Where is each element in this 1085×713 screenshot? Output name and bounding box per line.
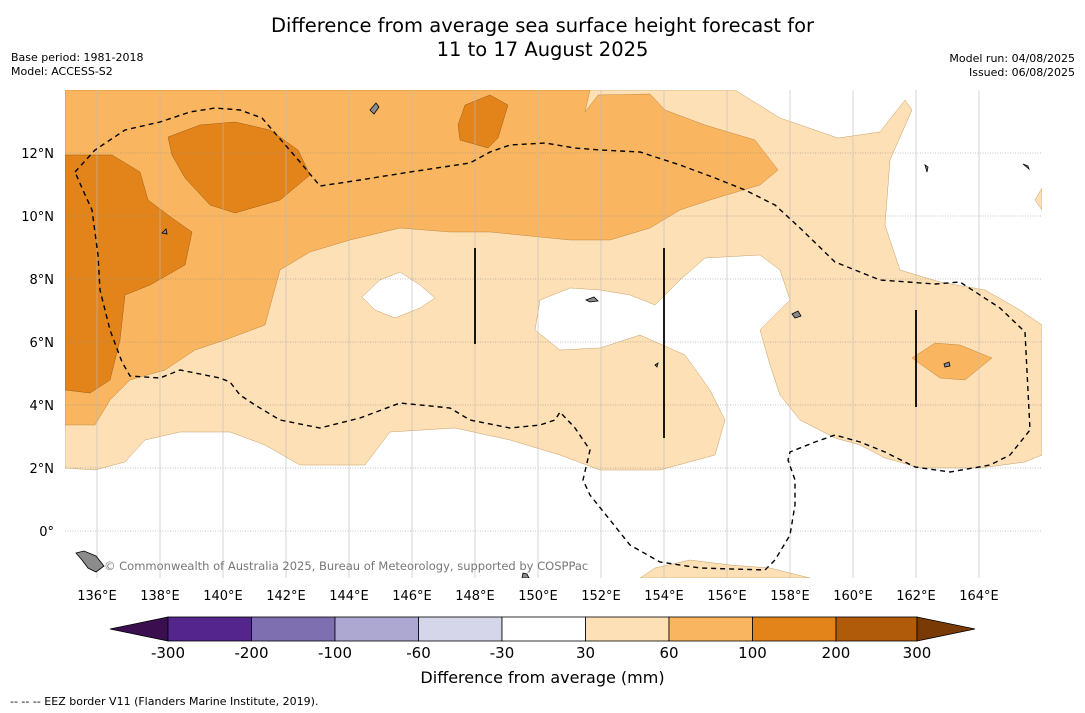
anomaly-region-100-200-small [457, 94, 509, 149]
anomaly-region-30-60-east [1034, 187, 1042, 211]
colorbar-label: -300 [150, 644, 186, 662]
colorbar-label: 100 [738, 644, 767, 662]
title-line-1: Difference from average sea surface heig… [270, 14, 815, 37]
colorbar-segment [334, 616, 419, 642]
colorbar-extend-low [109, 616, 169, 642]
lon-label: 138°E [140, 589, 180, 604]
lon-label: 144°E [329, 589, 369, 604]
colorbar-label: -60 [406, 644, 431, 662]
meta-right: Model run: 04/08/2025 Issued: 06/08/2025 [949, 52, 1075, 80]
colorbar-label: 60 [659, 644, 679, 662]
lon-label: 164°E [959, 589, 999, 604]
lon-label: 158°E [770, 589, 810, 604]
latitude-labels: 12°N 10°N 8°N 6°N 4°N 2°N 0° [21, 147, 54, 540]
lat-label: 10°N [21, 210, 54, 225]
lat-label: 0° [39, 525, 54, 540]
map-title: Difference from average sea surface heig… [0, 14, 1085, 62]
eez-footnote: -- -- -- EEZ border V11 (Flanders Marine… [10, 695, 319, 708]
lon-label: 150°E [518, 589, 558, 604]
colorbar-segment [668, 616, 753, 642]
colorbar-label: -30 [489, 644, 515, 662]
lon-label: 136°E [77, 589, 117, 604]
issued-date: Issued: 06/08/2025 [968, 66, 1075, 79]
lon-label: 160°E [833, 589, 873, 604]
base-period: Base period: 1981-2018 [11, 51, 144, 64]
colorbar-label: 30 [575, 644, 596, 662]
colorbar-segment [251, 616, 336, 642]
colorbar-segment [585, 616, 670, 642]
colorbar-title: Difference from average (mm) [420, 668, 665, 687]
lon-label: 154°E [644, 589, 684, 604]
colorbar-label: -200 [234, 644, 269, 662]
meta-left: Base period: 1981-2018 Model: ACCESS-S2 [11, 51, 143, 79]
colorbar-label: 300 [902, 644, 932, 662]
lon-label: 146°E [392, 589, 432, 604]
lon-label: 142°E [266, 589, 306, 604]
gridlines [65, 90, 1042, 578]
lat-label: 6°N [30, 336, 55, 351]
islands [75, 102, 1030, 578]
lon-label: 156°E [707, 589, 747, 604]
colorbar-label: 200 [821, 644, 851, 662]
copyright-text: © Commonwealth of Australia 2025, Bureau… [104, 559, 588, 573]
model-name: Model: ACCESS-S2 [11, 65, 113, 78]
longitude-labels: 136°E 138°E 140°E 142°E 144°E 146°E 148°… [77, 589, 999, 604]
lat-label: 2°N [30, 462, 55, 477]
neutral-hole-west [361, 271, 436, 319]
forecast-markers [474, 248, 917, 438]
anomaly-region-100-200-north [167, 121, 311, 214]
lat-label: 4°N [30, 399, 55, 414]
colorbar-extend-high [916, 616, 976, 642]
anomaly-region-60-100-east [911, 342, 993, 381]
colorbar [109, 616, 976, 642]
colorbar-label: -100 [317, 644, 353, 662]
title-line-2: 11 to 17 August 2025 [436, 38, 649, 61]
colorbar-segment [418, 616, 503, 642]
lon-label: 148°E [455, 589, 495, 604]
lat-label: 12°N [21, 147, 54, 162]
colorbar-segment [167, 616, 252, 642]
lon-label: 162°E [896, 589, 936, 604]
eez-border [74, 107, 1031, 571]
colorbar-segment [835, 616, 918, 642]
lat-label: 8°N [30, 273, 55, 288]
colorbar-segment [752, 616, 837, 642]
model-run: Model run: 04/08/2025 [949, 52, 1075, 65]
colorbar-segment [501, 616, 586, 642]
lon-label: 140°E [203, 589, 243, 604]
lon-label: 152°E [581, 589, 621, 604]
